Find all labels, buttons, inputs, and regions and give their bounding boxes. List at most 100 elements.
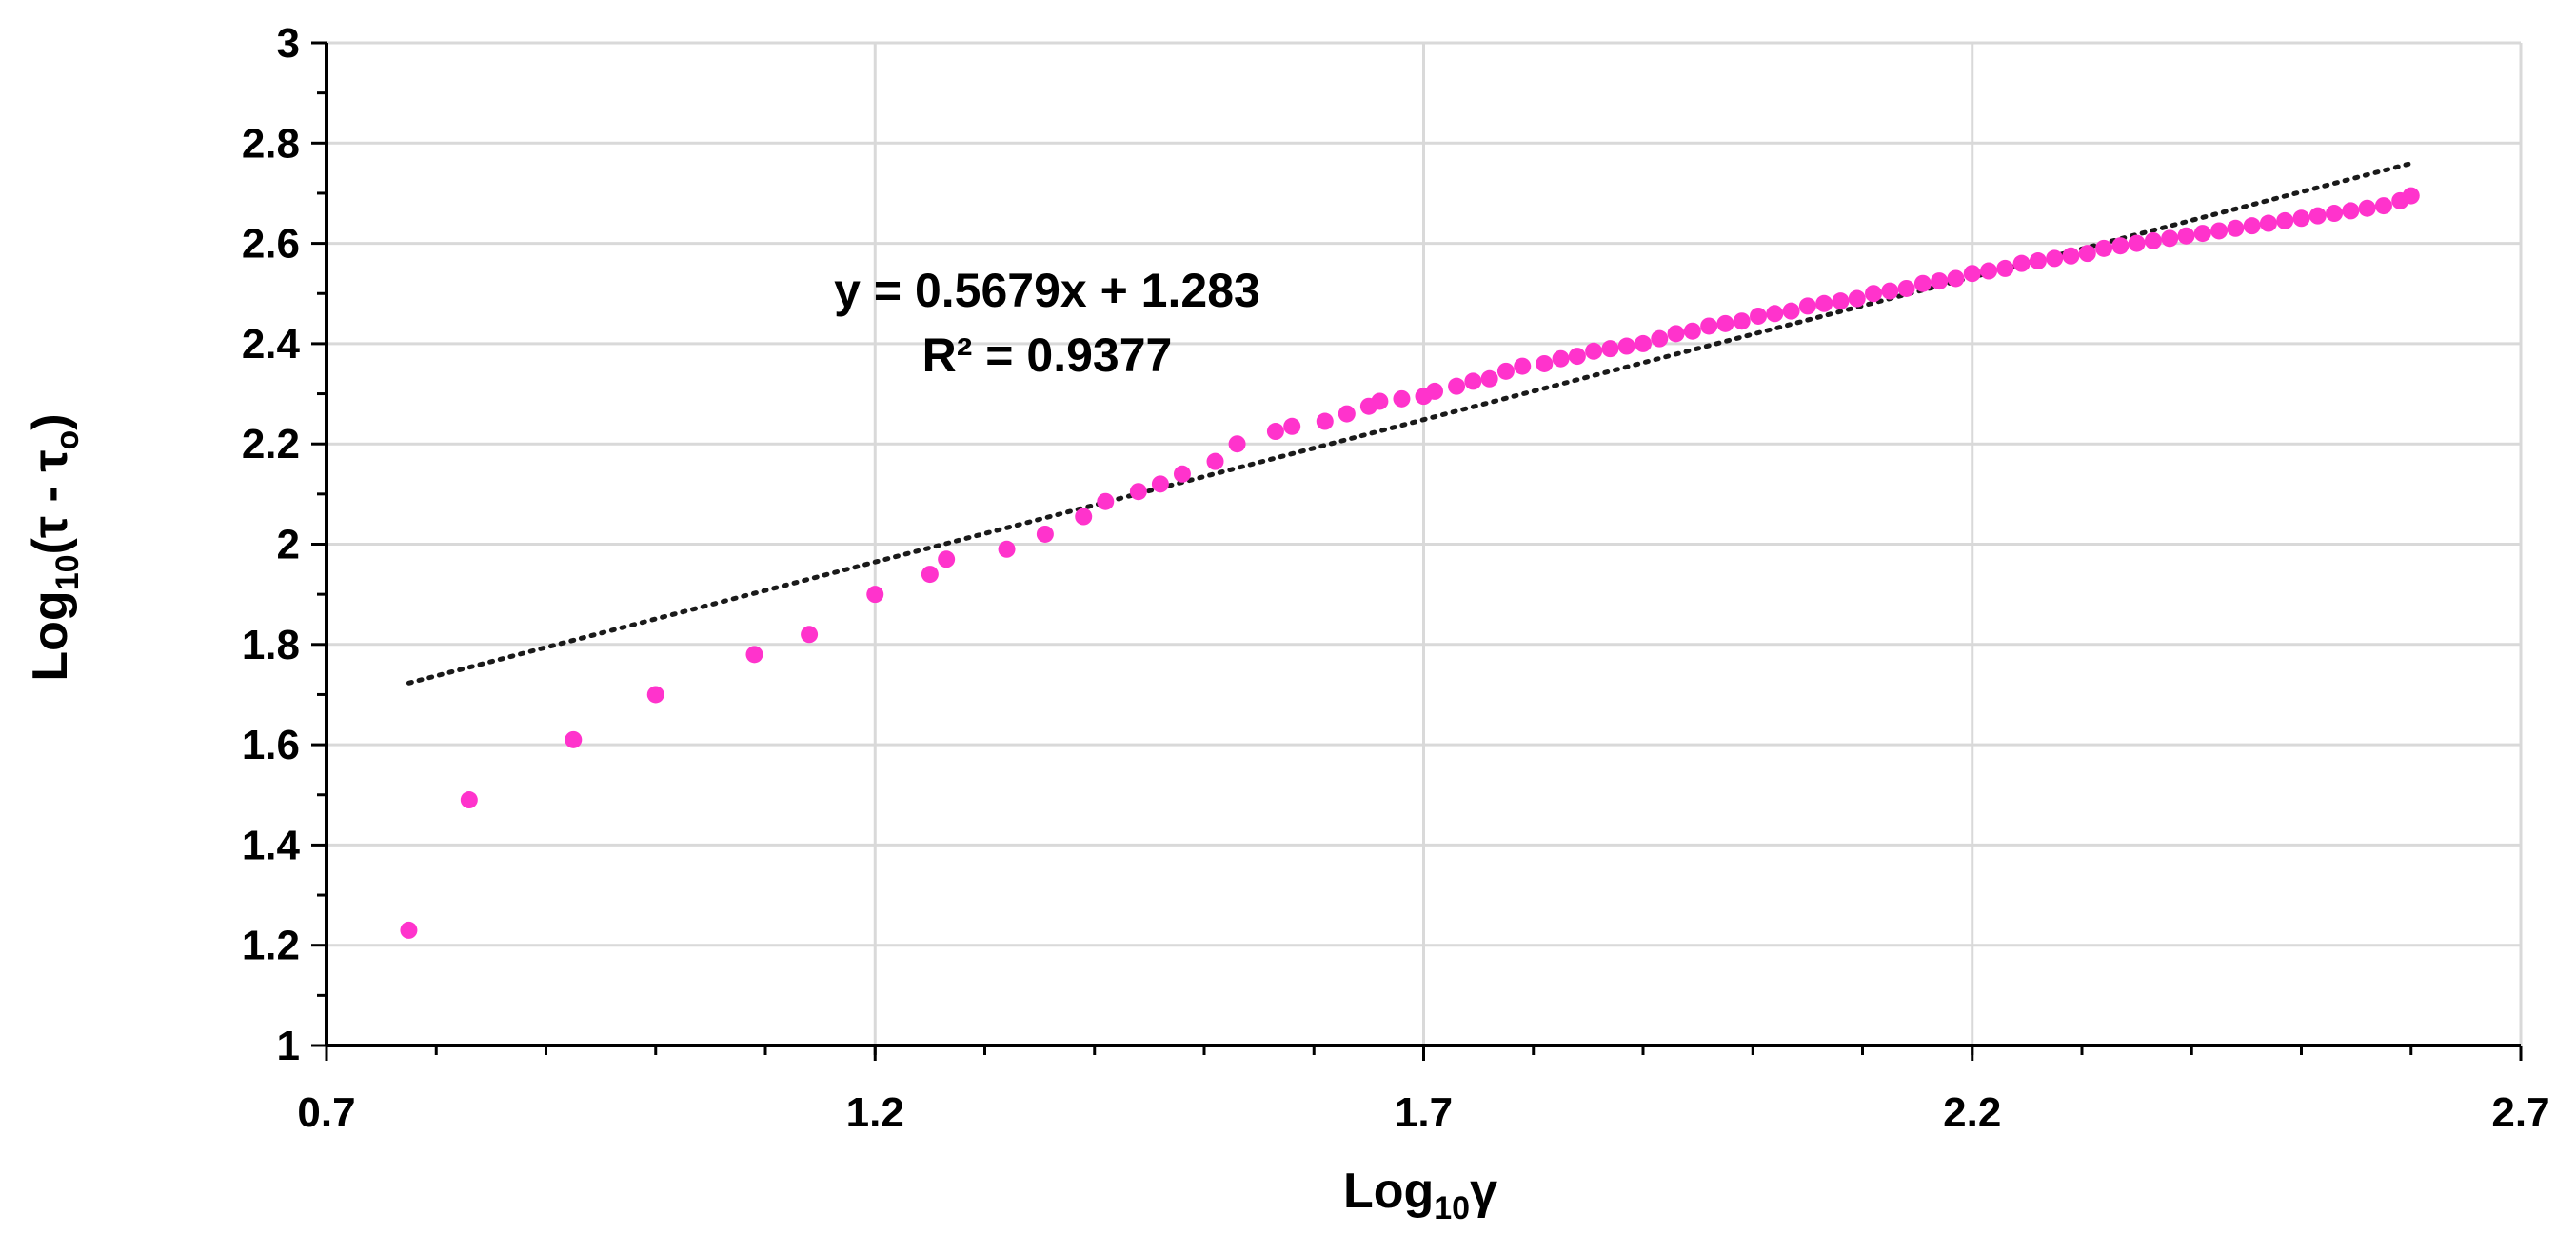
data-point <box>1980 262 1998 280</box>
data-point <box>1667 325 1685 343</box>
y-axis-title-base: Log <box>23 590 78 681</box>
data-point <box>1766 305 1784 323</box>
y-tick-label: 1.8 <box>242 622 300 668</box>
data-point <box>1266 423 1284 441</box>
data-point <box>921 566 939 584</box>
data-point <box>1283 417 1301 435</box>
data-point <box>1996 259 2014 277</box>
data-point <box>460 791 478 809</box>
data-point <box>2128 234 2146 252</box>
data-point <box>565 730 583 748</box>
x-axis-title-subscript: 10 <box>1434 1190 1470 1226</box>
data-point <box>1913 274 1932 292</box>
data-point <box>745 646 763 664</box>
data-point <box>2177 227 2195 245</box>
data-points <box>400 187 2420 939</box>
trendline-equation: y = 0.5679x + 1.283 <box>834 264 1260 317</box>
data-point <box>1151 475 1169 493</box>
data-point <box>2029 252 2047 270</box>
data-point <box>2078 245 2096 263</box>
data-point <box>1536 354 1554 372</box>
trendline-r-squared: R² = 0.9377 <box>922 329 1173 382</box>
y-tick-label: 2.2 <box>242 421 300 468</box>
data-point <box>2046 249 2064 268</box>
data-point <box>2243 217 2261 235</box>
data-point <box>1601 340 1619 358</box>
data-point <box>2111 237 2130 255</box>
data-point <box>1782 302 1800 320</box>
x-tick-label: 0.7 <box>297 1089 355 1136</box>
x-tick-label: 2.7 <box>2491 1089 2549 1136</box>
data-point <box>1393 389 1411 408</box>
y-axis-title-close: ) <box>23 413 78 429</box>
x-axis-title: Log10γ <box>1343 1164 1497 1226</box>
axes <box>311 41 2523 1061</box>
y-tick-label: 2.8 <box>242 120 300 167</box>
data-point <box>2402 187 2420 205</box>
data-point <box>1865 285 1883 303</box>
data-point <box>2292 209 2310 228</box>
linear-trendline <box>406 161 2414 686</box>
y-tick-label: 2.4 <box>242 321 301 368</box>
x-tick-label: 1.7 <box>1395 1089 1453 1136</box>
data-point <box>1173 465 1191 483</box>
x-tick-label: 1.2 <box>846 1089 904 1136</box>
data-point <box>2095 239 2113 257</box>
x-tick-label: 2.2 <box>1943 1089 2001 1136</box>
data-point <box>1716 314 1734 332</box>
y-tick-label: 1 <box>277 1023 300 1069</box>
data-point <box>2012 254 2031 272</box>
data-point <box>2210 222 2229 240</box>
data-point <box>1338 405 1356 423</box>
y-tick-label: 1.6 <box>242 722 300 768</box>
trendline-layer <box>406 161 2414 686</box>
data-point <box>1568 348 1586 366</box>
data-point <box>1480 369 1498 388</box>
data-point <box>1815 294 1833 312</box>
data-point <box>1750 307 1768 325</box>
data-point <box>1228 435 1246 453</box>
data-point <box>1635 334 1652 352</box>
data-point <box>1963 265 1981 283</box>
data-point <box>998 540 1016 558</box>
data-point <box>2259 214 2277 232</box>
data-point <box>1316 412 1334 430</box>
data-point <box>938 550 956 568</box>
data-point <box>1075 508 1093 526</box>
data-point <box>2342 202 2360 220</box>
data-point <box>1848 289 1866 308</box>
data-point <box>1881 282 1899 300</box>
data-point <box>2326 205 2344 223</box>
data-point <box>1552 349 1570 368</box>
data-point <box>1651 329 1669 348</box>
data-point <box>1129 483 1147 501</box>
data-point <box>1426 382 1444 400</box>
data-point <box>1514 357 1532 375</box>
y-tick-label: 1.2 <box>242 923 300 969</box>
data-point <box>1617 337 1635 355</box>
y-axis-title: Log10(τ - τo) <box>23 413 86 681</box>
data-point <box>1683 322 1701 340</box>
data-point <box>1036 525 1054 543</box>
tick-labels: 1 1.2 1.4 1.6 1.8 2 2.2 2.4 2.6 2.8 3 0.7 1.2 1.7 2.2 2… <box>242 20 2550 1136</box>
y-tick-label: 2.6 <box>242 221 300 268</box>
data-point <box>1733 312 1751 330</box>
data-point <box>2227 219 2245 237</box>
data-point <box>1464 372 1482 390</box>
data-point <box>1931 272 1949 290</box>
data-point <box>2358 199 2376 217</box>
y-tick-label: 1.4 <box>242 822 301 868</box>
data-point <box>801 626 819 644</box>
data-point <box>1798 297 1816 315</box>
data-point <box>1371 392 1389 410</box>
data-point <box>866 586 884 604</box>
gridlines <box>327 41 2523 1046</box>
data-point <box>2144 231 2162 249</box>
data-point <box>2062 247 2080 265</box>
data-point <box>1585 342 1603 360</box>
y-axis-title-body: (τ - τ <box>23 450 78 555</box>
data-point <box>1947 269 1965 288</box>
y-tick-label: 3 <box>277 20 300 67</box>
